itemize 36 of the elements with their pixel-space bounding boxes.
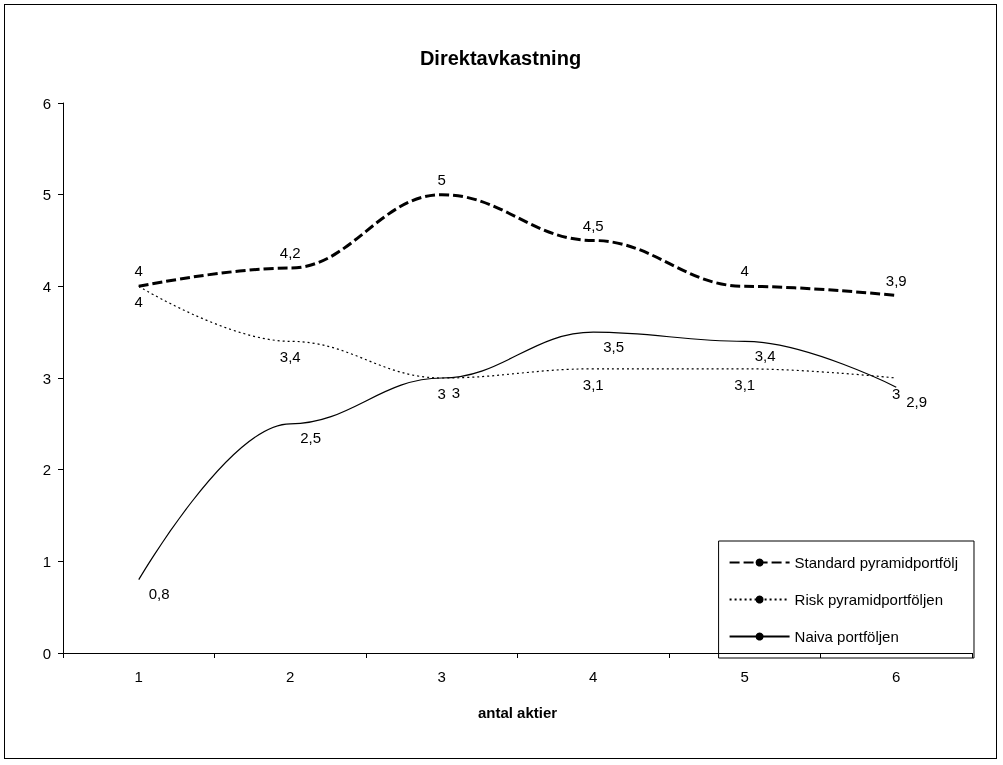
y-tick-label: 5 [42, 186, 51, 204]
x-tick-label: 4 [589, 668, 598, 685]
y-tick-label: 2 [42, 461, 51, 479]
data-label: 2,5 [300, 429, 322, 447]
data-label: 4 [134, 262, 143, 280]
x-tick-label: 3 [437, 668, 446, 685]
chart-title: Direktavkastning [419, 47, 582, 69]
data-label: 4,2 [279, 244, 301, 261]
y-tick-label: 3 [42, 369, 51, 387]
x-tick-label: 5 [740, 668, 749, 685]
data-label: 3,9 [885, 271, 907, 289]
x-tick-label: 1 [134, 668, 143, 685]
legend-label: Standard pyramidportfölj [794, 554, 958, 571]
data-label: 4 [740, 262, 749, 280]
x-tick-label: 6 [892, 668, 901, 685]
x-tick-label: 2 [286, 668, 295, 685]
data-label: 3,5 [603, 337, 625, 355]
data-label: 2,9 [906, 392, 928, 410]
data-label: 4 [134, 293, 143, 311]
data-label: 3,1 [582, 375, 604, 393]
y-tick-label: 0 [42, 644, 51, 662]
data-label: 3 [892, 385, 901, 402]
x-axis-title: antal aktier [477, 704, 558, 721]
data-label: 3 [451, 383, 461, 401]
y-tick-label: 6 [42, 94, 51, 112]
legend-label: Naiva portföljen [794, 628, 899, 645]
legend-label: Risk pyramidportföljen [794, 591, 943, 608]
data-label: 3,4 [754, 346, 776, 364]
data-label: 4,5 [582, 216, 604, 234]
data-label: 3 [437, 385, 446, 402]
data-label: 3,1 [734, 375, 756, 393]
data-label: 3,4 [279, 348, 301, 366]
data-label: 0,8 [148, 585, 170, 603]
data-label: 5 [437, 170, 446, 188]
y-tick-label: 4 [42, 277, 51, 295]
y-tick-label: 1 [42, 552, 51, 570]
